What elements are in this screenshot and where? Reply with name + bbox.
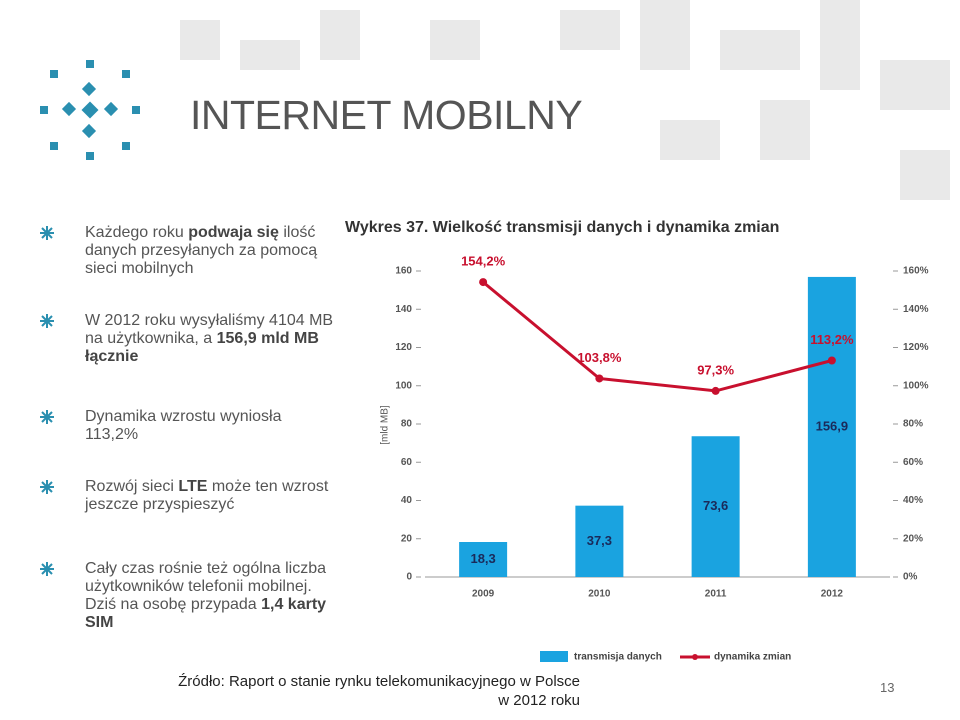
bullet: Każdego roku podwaja się ilość danych pr… xyxy=(85,224,335,278)
bullet-icon xyxy=(40,480,54,494)
bullet-icon xyxy=(40,226,54,240)
bullet: Dynamika wzrostu wyniosła 113,2% xyxy=(85,408,335,444)
bullet: Cały czas rośnie też ogólna liczba użytk… xyxy=(85,560,335,632)
bullet-text: W 2012 roku wysyłaliśmy 4104 MB na użytk… xyxy=(85,312,334,347)
legend-swatch xyxy=(692,654,698,660)
y-tick-label: 20 xyxy=(401,533,413,544)
bullet-icon xyxy=(40,314,54,328)
bullet-text: Każdego roku xyxy=(85,224,189,241)
bar xyxy=(807,276,856,577)
line-point xyxy=(479,278,488,287)
y-tick-label: 60 xyxy=(401,457,413,468)
y2-tick-label: 40% xyxy=(903,495,923,506)
bullet-text: Cały czas rośnie też ogólna liczba użytk… xyxy=(85,560,327,613)
y2-tick-label: 0% xyxy=(903,572,918,583)
bar-value-label: 156,9 xyxy=(816,418,849,433)
line-value-label: 97,3% xyxy=(697,362,734,377)
bar-value-label: 18,3 xyxy=(470,551,495,566)
bullet-icon xyxy=(40,562,54,576)
bar-value-label: 73,6 xyxy=(703,498,728,513)
y-tick-label: 100 xyxy=(395,380,412,391)
bullet-text: podwaja się xyxy=(188,224,279,241)
slide-title: INTERNET MOBILNY xyxy=(190,92,583,138)
bar-value-label: 37,3 xyxy=(587,533,612,548)
y-tick-label: 160 xyxy=(395,266,412,277)
y2-tick-label: 100% xyxy=(903,380,929,391)
y-tick-label: 40 xyxy=(401,495,413,506)
source: Źródło: Raport o stanie rynku telekomuni… xyxy=(178,673,580,709)
y2-tick-label: 160% xyxy=(903,266,929,277)
line-point xyxy=(595,374,604,383)
y-tick-label: 80 xyxy=(401,419,413,430)
x-tick-label: 2009 xyxy=(472,589,495,600)
bar xyxy=(691,436,740,577)
y-tick-label: 120 xyxy=(395,342,412,353)
bullet-text: ilość danych przesyłanych za pomocą siec… xyxy=(85,224,318,277)
line-value-label: 103,8% xyxy=(577,350,622,365)
bar xyxy=(459,542,508,577)
y-tick-label: 140 xyxy=(395,304,412,315)
line-value-label: 154,2% xyxy=(461,254,506,269)
bullet-text: 1,4 karty SIM xyxy=(85,596,327,631)
bullet: W 2012 roku wysyłaliśmy 4104 MB na użytk… xyxy=(85,312,335,366)
line-point xyxy=(827,356,836,365)
legend-swatch xyxy=(540,651,568,662)
y-axis-label: [mld MB] xyxy=(380,405,391,445)
line-point xyxy=(711,386,720,395)
x-tick-label: 2011 xyxy=(705,589,727,600)
chart-title: Wykres 37. Wielkość transmisji danych i … xyxy=(345,219,779,236)
page-number: 13 xyxy=(880,680,895,695)
y2-tick-label: 80% xyxy=(903,419,923,430)
bullet-text: 156,9 mld MB łącznie xyxy=(85,330,319,365)
y2-tick-label: 120% xyxy=(903,342,929,353)
x-tick-label: 2010 xyxy=(588,589,611,600)
y-tick-label: 0 xyxy=(406,572,412,583)
line-value-label: 113,2% xyxy=(810,332,854,347)
bullet-text: Dynamika wzrostu wyniosła 113,2% xyxy=(85,408,282,443)
bullet-text: LTE xyxy=(178,478,208,495)
line xyxy=(482,280,833,393)
bullet-text: może ten wzrost jeszcze przyspieszyć xyxy=(85,478,329,513)
legend-label: transmisja danych xyxy=(574,652,662,663)
bullet-text: Rozwój sieci xyxy=(85,478,179,495)
legend-label: dynamika zmian xyxy=(714,652,791,663)
x-tick-label: 2012 xyxy=(821,589,844,600)
y2-tick-label: 140% xyxy=(903,304,929,315)
bullet: Rozwój sieci LTE może ten wzrost jeszcze… xyxy=(85,478,335,514)
y2-tick-label: 60% xyxy=(903,457,923,468)
bar xyxy=(575,505,624,577)
bullet-icon xyxy=(40,410,54,424)
y2-tick-label: 20% xyxy=(903,533,923,544)
